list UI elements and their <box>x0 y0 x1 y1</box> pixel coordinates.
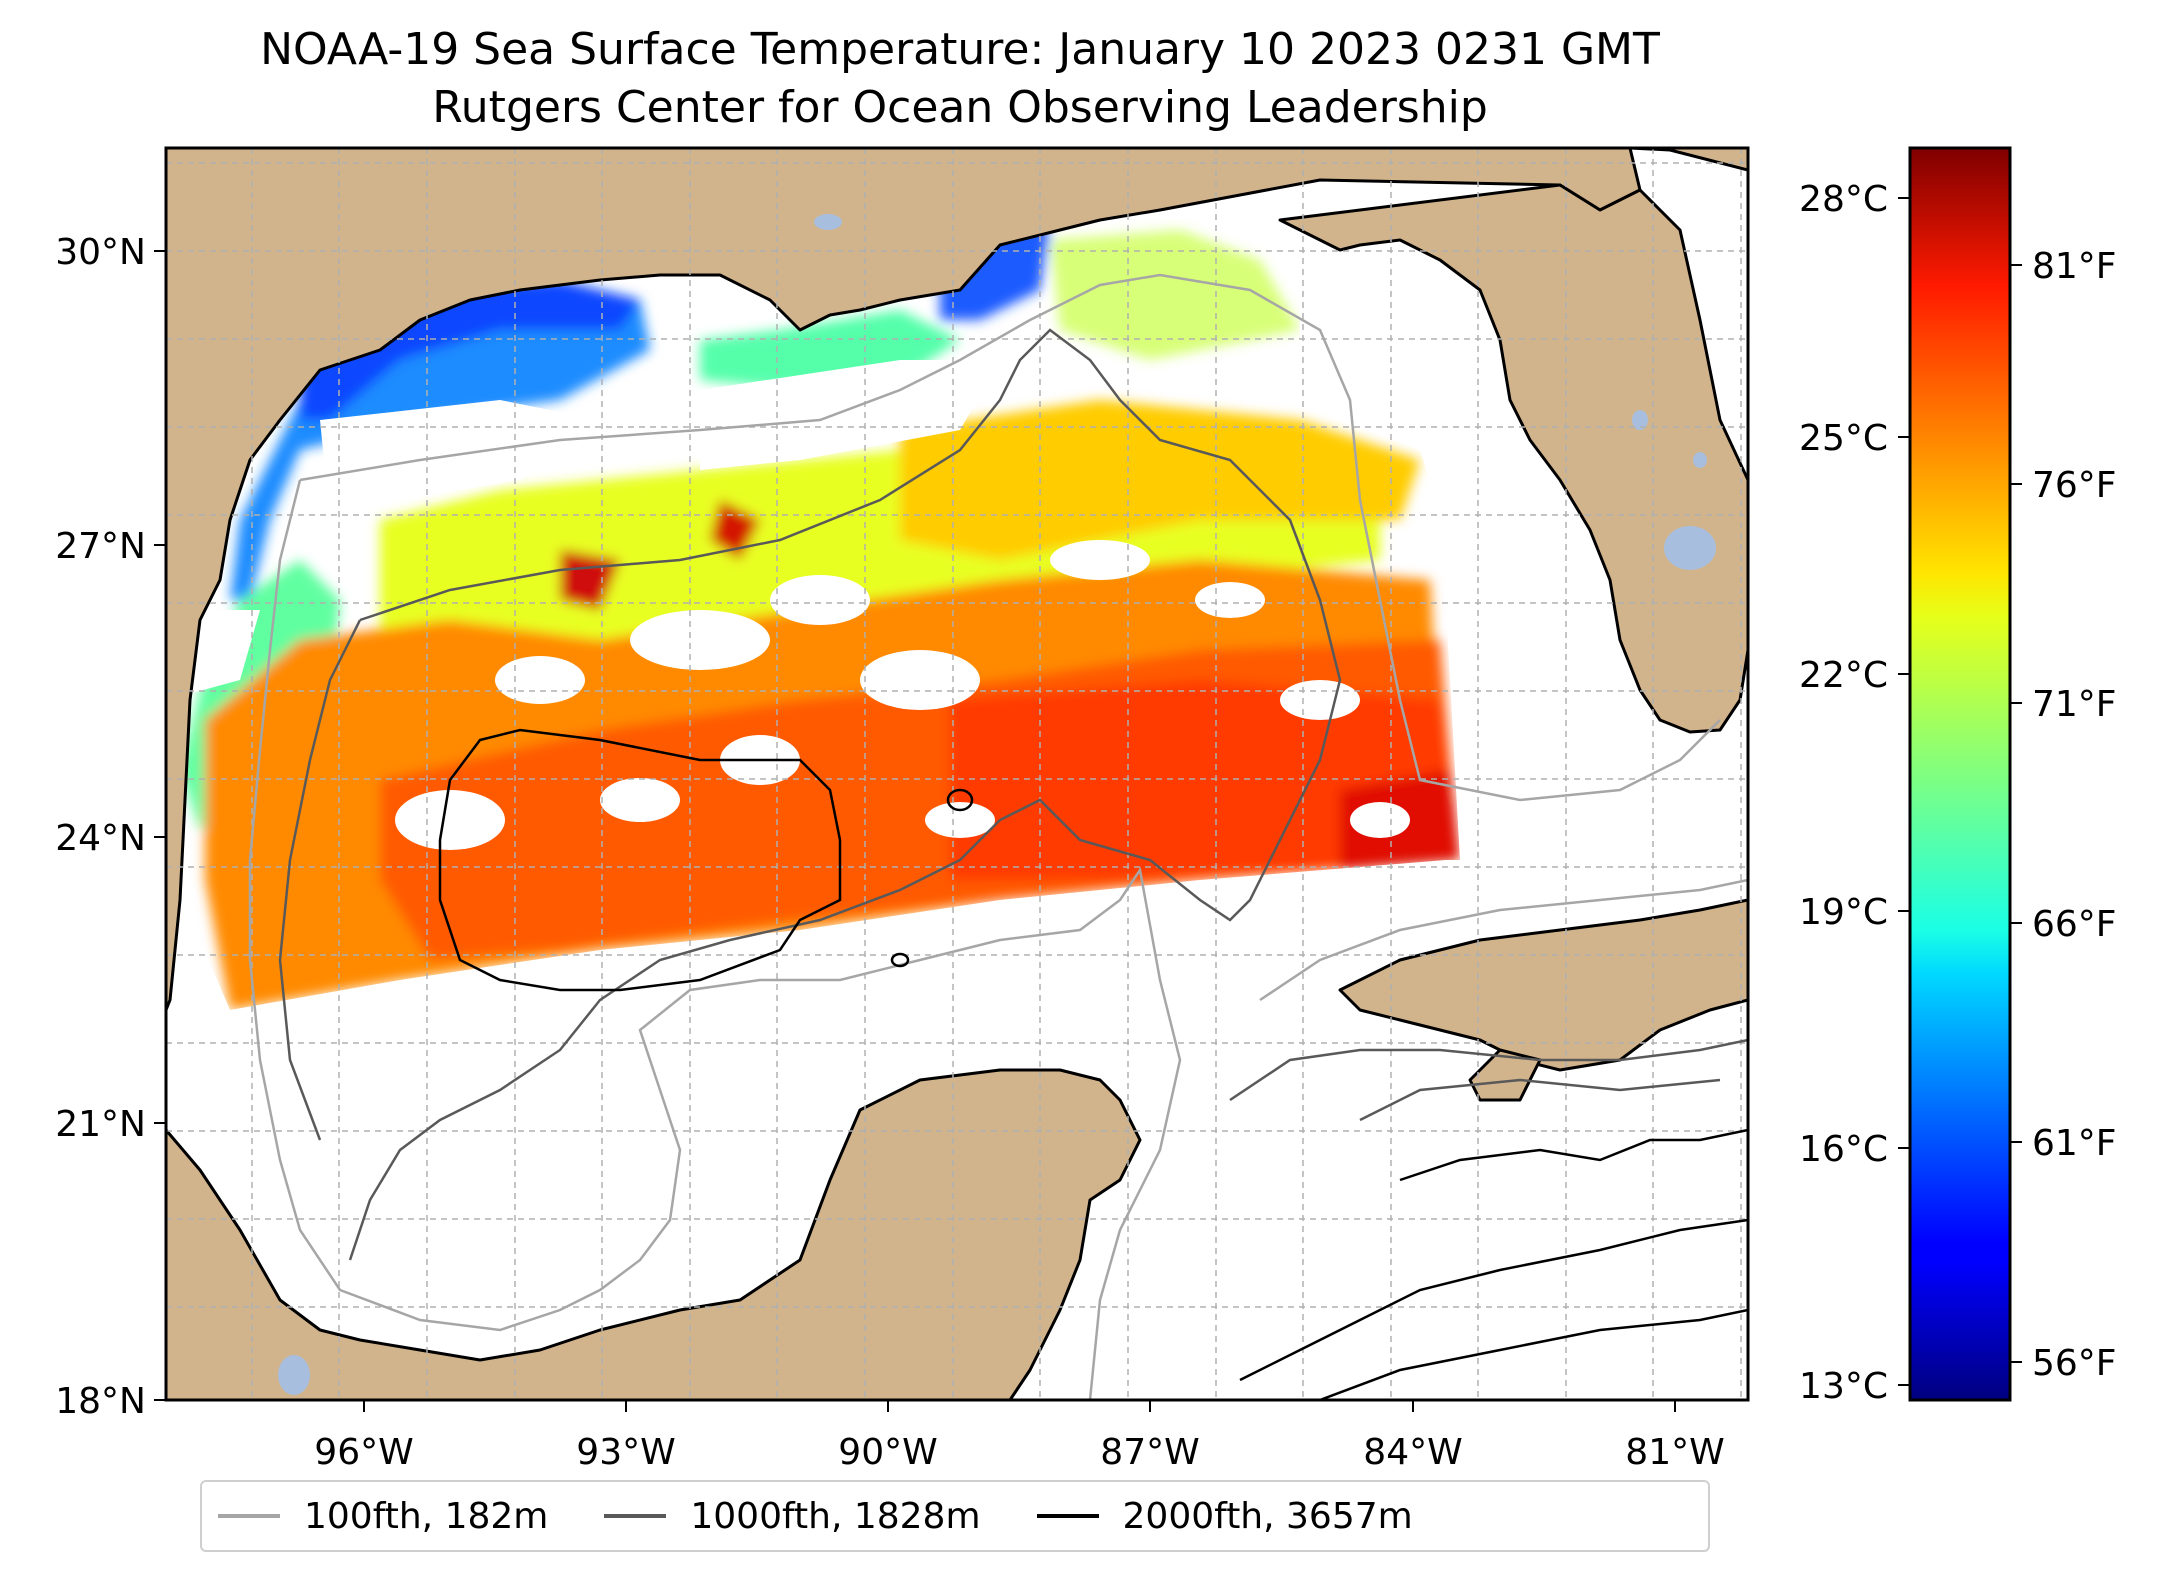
lat-tick-label: 27°N <box>55 526 146 567</box>
legend-label: 2000fth, 3657m <box>1122 1495 1413 1537</box>
contour-100fth <box>248 273 1748 1400</box>
colorbar-fahrenheit-label: 81°F <box>2032 246 2117 287</box>
legend-line-1000fth <box>604 1514 667 1518</box>
legend-label: 1000fth, 1828m <box>690 1495 981 1537</box>
colorbar-fahrenheit-label: 71°F <box>2032 684 2117 725</box>
colorbar-celsius-label: 22°C <box>1799 655 1888 696</box>
map-subtitle: Rutgers Center for Ocean Observing Leade… <box>432 82 1488 133</box>
colorbar-fahrenheit-label: 56°F <box>2032 1343 2117 1384</box>
colorbar-celsius-label: 25°C <box>1799 418 1888 459</box>
lakes <box>278 214 1716 1395</box>
legend-item-100fth: 100fth, 182m <box>218 1496 548 1537</box>
lat-tick-label: 18°N <box>55 1381 146 1422</box>
colorbar-fahrenheit-label: 61°F <box>2032 1123 2117 1164</box>
colorbar-gradient <box>1908 146 2012 1402</box>
colorbar-celsius-label: 16°C <box>1799 1129 1888 1170</box>
legend-item-1000fth: 1000fth, 1828m <box>604 1495 981 1537</box>
legend-label: 100fth, 182m <box>304 1495 549 1537</box>
contour-2000fth <box>438 728 1748 1400</box>
lat-tick-label: 30°N <box>55 232 146 273</box>
lon-tick-label: 87°W <box>1100 1432 1199 1473</box>
colorbar-fahrenheit-label: 76°F <box>2032 465 2117 506</box>
colorbar: 28°C 25°C 22°C 19°C 16°C 13°C 81°F 76°F … <box>1799 146 2117 1407</box>
lon-tick-label: 93°W <box>576 1432 675 1473</box>
colorbar-celsius-label: 13°C <box>1799 1366 1888 1407</box>
lat-tick-label: 21°N <box>55 1104 146 1145</box>
colorbar-celsius-label: 28°C <box>1799 179 1888 220</box>
lon-tick-label: 90°W <box>838 1432 937 1473</box>
contour-1000fth <box>278 328 1748 1261</box>
lon-tick-label: 96°W <box>314 1432 413 1473</box>
legend-item-2000fth: 2000fth, 3657m <box>1036 1495 1413 1537</box>
legend-line-2000fth <box>1036 1514 1099 1518</box>
colorbar-celsius-label: 19°C <box>1799 892 1888 933</box>
lon-axis: 96°W 93°W 90°W 87°W 84°W 81°W <box>314 1400 1725 1473</box>
contour-legend: 100fth, 182m 1000fth, 1828m 2000fth, 365… <box>200 1480 1710 1552</box>
map-title: NOAA-19 Sea Surface Temperature: January… <box>260 24 1660 75</box>
lat-axis: 18°N 21°N 24°N 27°N 30°N <box>55 232 166 1422</box>
lon-tick-label: 81°W <box>1625 1432 1724 1473</box>
colorbar-fahrenheit-label: 66°F <box>2032 904 2117 945</box>
lon-tick-label: 84°W <box>1363 1432 1462 1473</box>
map-frame <box>164 146 1750 1402</box>
sst-swath <box>180 215 1460 1010</box>
lat-tick-label: 24°N <box>55 818 146 859</box>
land <box>166 148 1748 1400</box>
legend-line-100fth <box>218 1514 280 1518</box>
